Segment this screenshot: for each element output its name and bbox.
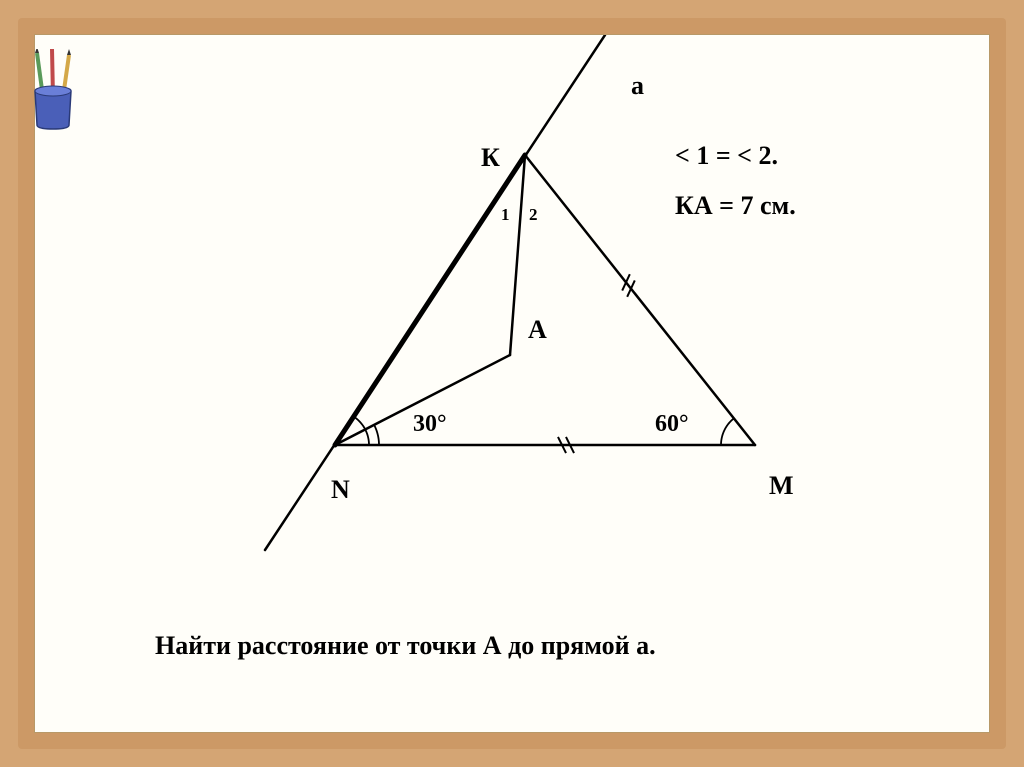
slide-content: К N М А 30° 60° 12 а < 1 = < 2. КА = 7 см. Найт…: [35, 35, 989, 732]
slide-inner-frame: К N М А 30° 60° 12 а < 1 = < 2. КА = 7 см. Найт…: [34, 34, 990, 733]
task-text: Найти расстояние от точки А до прямой а.: [155, 631, 656, 661]
small-label-0: 1: [501, 205, 510, 225]
small-label-2: а: [631, 71, 644, 101]
vertex-label-N: N: [331, 475, 350, 505]
vertex-label-A: А: [528, 315, 547, 345]
vertex-label-M: М: [769, 471, 794, 501]
given-line-1: < 1 = < 2.: [675, 141, 778, 171]
angle-label-1: 60°: [655, 411, 689, 438]
small-label-1: 2: [529, 205, 538, 225]
angle-label-0: 30°: [413, 411, 447, 438]
given-line-2: КА = 7 см.: [675, 191, 796, 221]
slide-outer-frame: К N М А 30° 60° 12 а < 1 = < 2. КА = 7 см. Найт…: [18, 18, 1006, 749]
vertex-label-K: К: [481, 143, 500, 173]
geometry-diagram: [35, 35, 995, 595]
pencil-cup-icon: [25, 49, 85, 134]
